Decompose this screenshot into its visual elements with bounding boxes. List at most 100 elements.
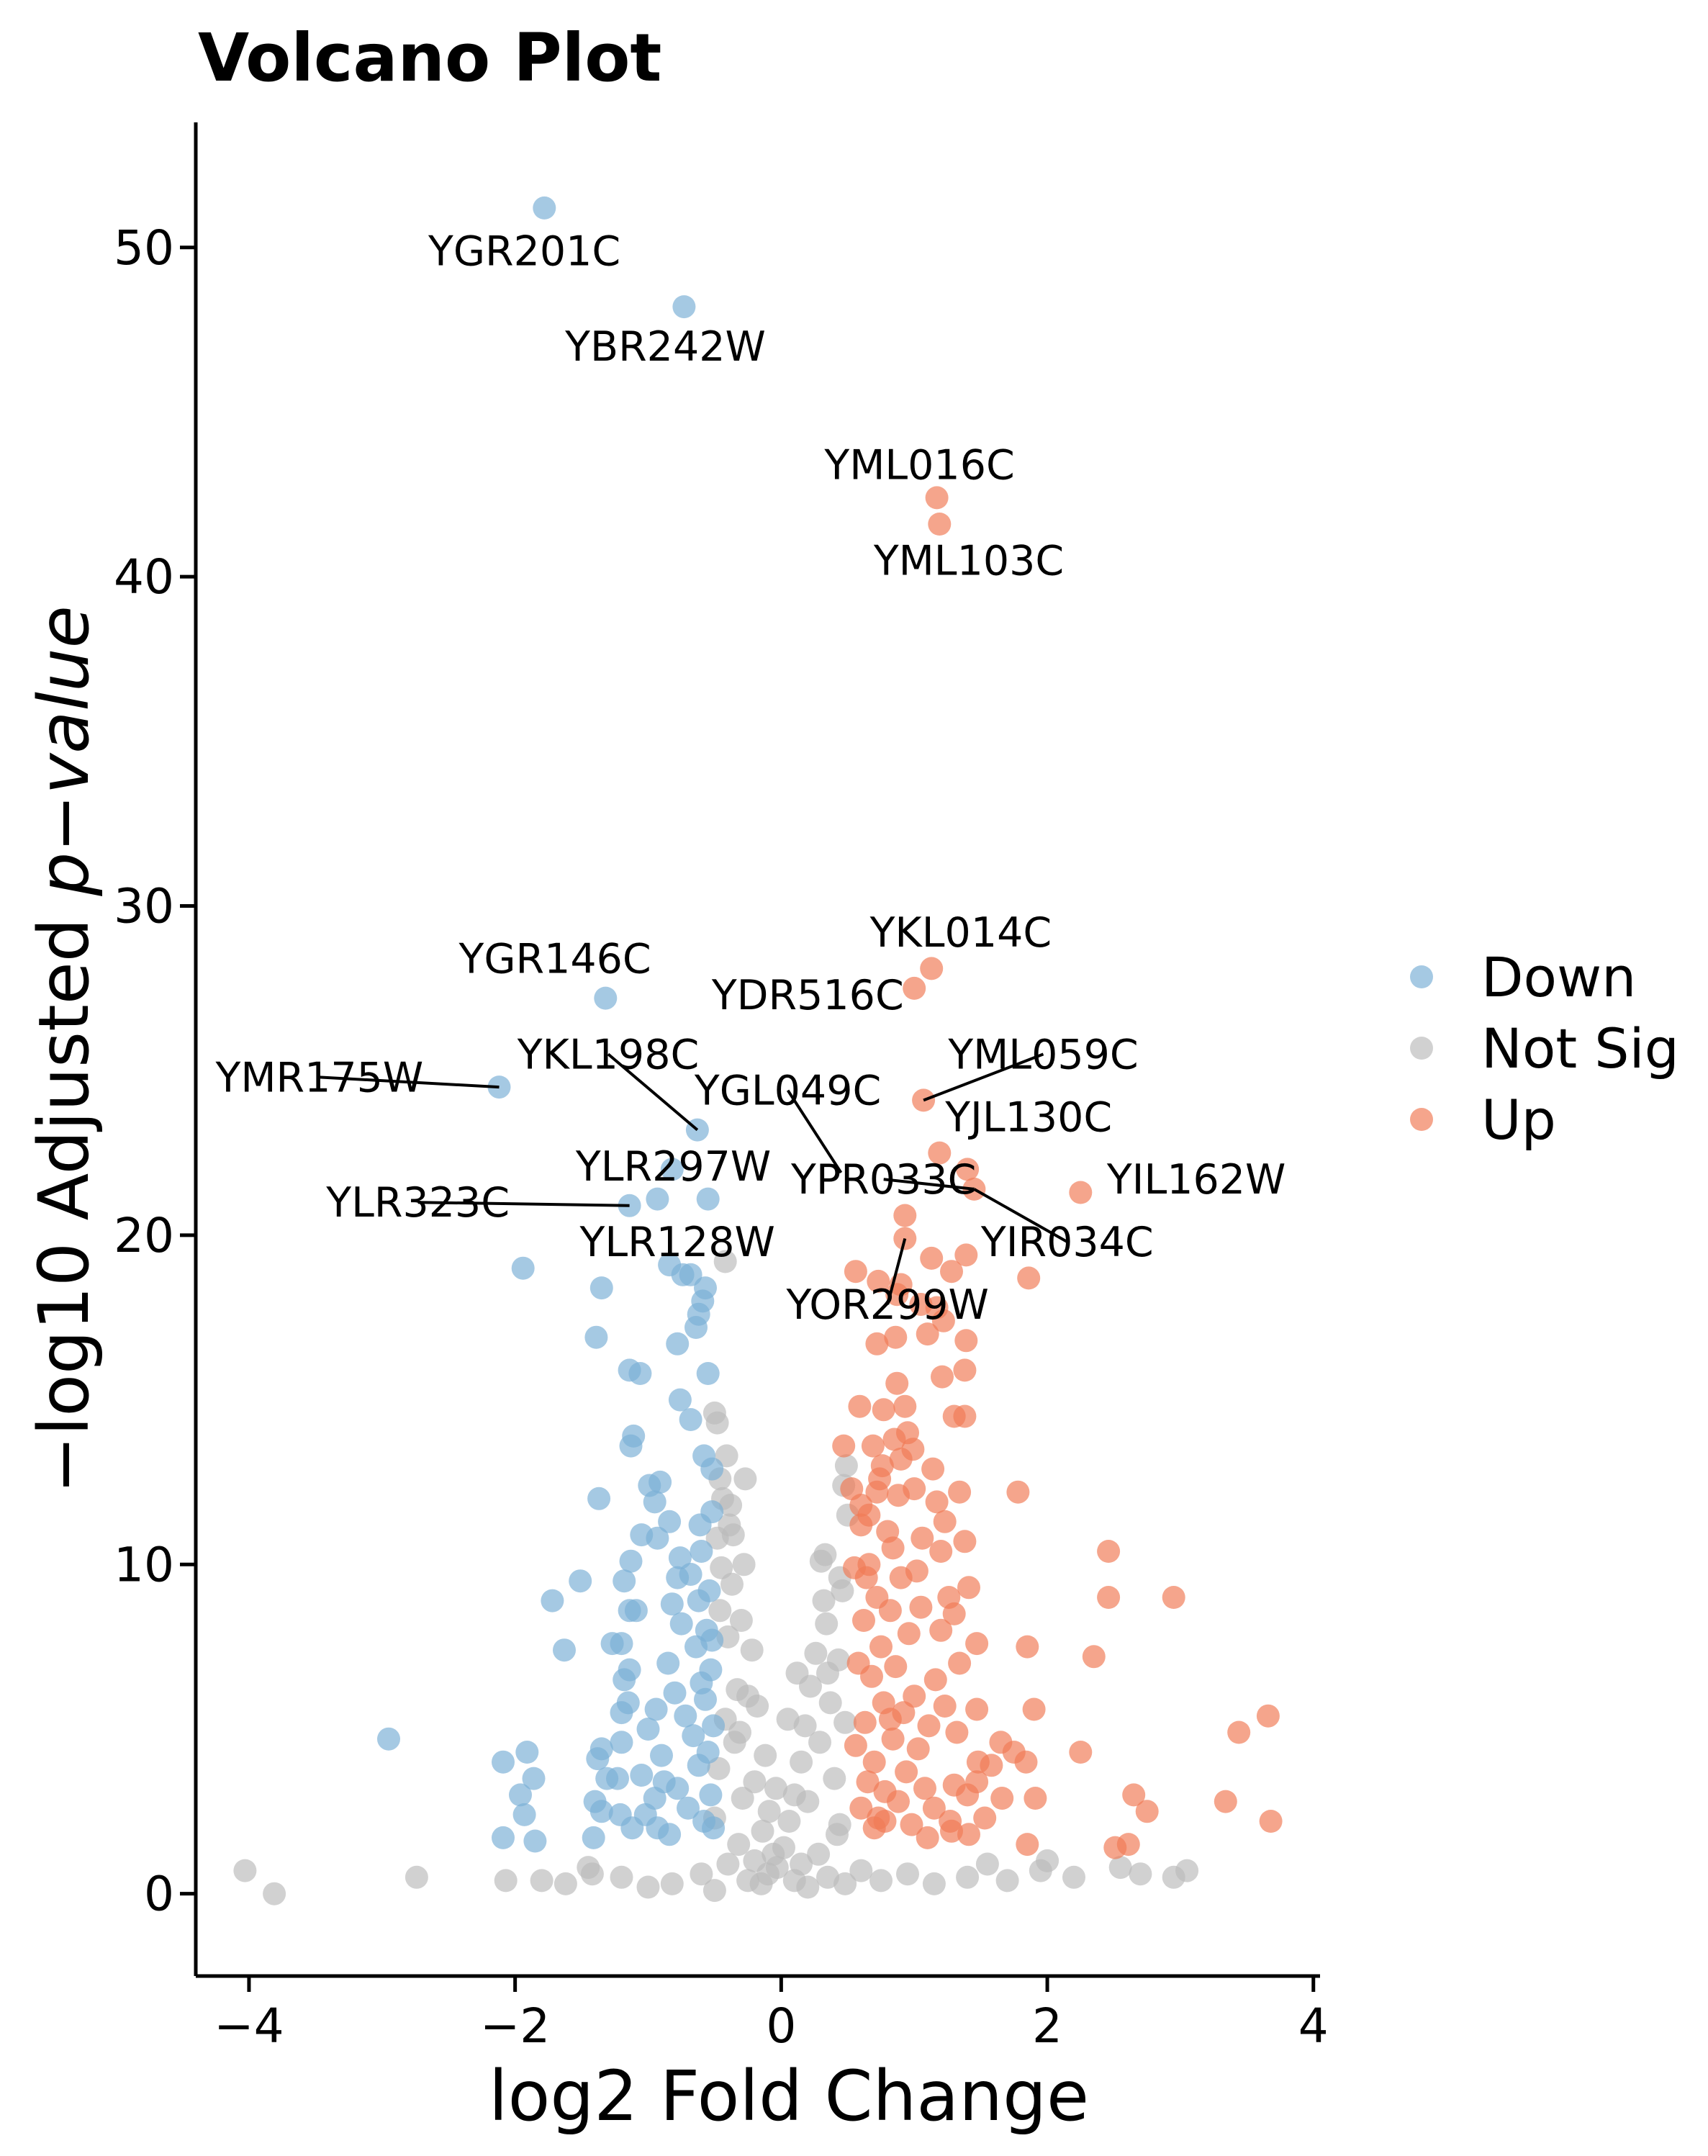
point-not-sig [799,1674,822,1698]
point-up [832,1434,856,1458]
y-tick-label: 0 [144,1867,174,1922]
point-down [668,1546,692,1570]
point-not-sig [869,1869,893,1893]
point-not-sig [995,1869,1019,1893]
leader-line [883,1178,975,1191]
point-down [674,1704,697,1728]
point-up [1016,1635,1039,1659]
point-not-sig [636,1875,660,1899]
point-up [893,1394,917,1418]
point-up [925,486,949,510]
leader-line [786,1089,843,1174]
x-tick-label: −2 [480,1998,550,2054]
point-down [660,1592,684,1616]
point-up [1082,1645,1106,1669]
point-up [965,1697,989,1721]
point-up [957,1576,980,1600]
point-up [953,1404,977,1428]
point-not-sig [233,1859,257,1882]
legend-label: Down [1481,945,1636,1009]
point-up [942,1602,966,1625]
point-not-sig [494,1869,518,1893]
point-down [613,1668,636,1692]
point-not-sig [713,1250,737,1273]
point-not-sig [1108,1856,1132,1880]
point-up [1017,1266,1041,1290]
point-not-sig [833,1872,857,1895]
gene-label: YML059C [947,1031,1138,1078]
point-not-sig [705,1526,729,1550]
point-not-sig [757,1800,781,1823]
point-up [1162,1586,1185,1609]
point-not-sig [733,1467,757,1491]
point-up [953,1530,977,1553]
point-not-sig [834,1454,858,1478]
point-up [916,1322,939,1346]
point-not-sig [772,1836,795,1859]
point-up [953,1358,977,1382]
point-up [956,1158,980,1181]
point-up [848,1394,872,1418]
point-not-sig [720,1572,744,1596]
point-down [646,1526,669,1550]
point-up [1016,1833,1039,1857]
point-up [965,1632,989,1656]
point-up [872,1691,895,1715]
gene-labels: YGR201C YBR242W YML016C YML103C YKL014C YGR14… [215,227,1286,1329]
point-not-sig [743,1770,767,1794]
point-not-sig [777,1810,801,1833]
point-down [624,1599,648,1623]
point-up [920,957,944,980]
point-down [699,1783,723,1807]
point-up [887,1790,910,1813]
x-tick-label: 4 [1298,1998,1329,2054]
gene-label: YKL198C [517,1031,700,1078]
point-down [515,1741,539,1764]
point-up [1022,1697,1046,1721]
point-down [600,1632,624,1656]
point-up [940,1819,963,1843]
point-up [906,1737,930,1761]
point-down [492,1826,515,1849]
point-down [492,1750,515,1774]
leader-line [923,1052,1044,1102]
point-up [884,1325,908,1349]
point-up [928,1141,952,1165]
gene-label: YLR128W [579,1219,775,1266]
point-down [668,1388,692,1412]
point-up [933,1510,957,1533]
point-not-sig [727,1833,751,1857]
point-not-sig [776,1708,800,1731]
point-up [990,1787,1014,1810]
legend-marker-up [1410,1108,1433,1131]
gene-label: YGL049C [694,1068,881,1115]
point-down [690,1540,713,1563]
point-not-sig [807,1842,831,1866]
x-tick-label: −4 [214,1998,284,2054]
point-up [895,1760,918,1784]
point-up [957,1823,980,1846]
point-not-sig [1062,1865,1085,1889]
point-down [511,1256,535,1280]
point-up [922,1796,946,1820]
point-down [569,1569,592,1593]
point-up [1116,1833,1140,1857]
point-up [861,1434,885,1458]
scatter-points [233,196,1283,1905]
point-up [865,1332,889,1356]
point-not-sig [715,1444,738,1468]
point-not-sig [707,1756,731,1780]
point-down [594,986,618,1010]
gene-label: YDR516C [711,972,904,1019]
point-not-sig [790,1750,813,1774]
point-down [582,1826,605,1849]
point-not-sig [736,1684,760,1708]
point-not-sig [764,1777,787,1800]
point-up [867,1806,890,1830]
legend-label: Not Sig [1481,1016,1679,1081]
gene-label: YIR034C [980,1219,1154,1266]
point-up [1227,1720,1251,1744]
y-axis-label-italic: p−value [24,605,104,897]
point-down [509,1783,532,1807]
point-not-sig [731,1787,754,1810]
